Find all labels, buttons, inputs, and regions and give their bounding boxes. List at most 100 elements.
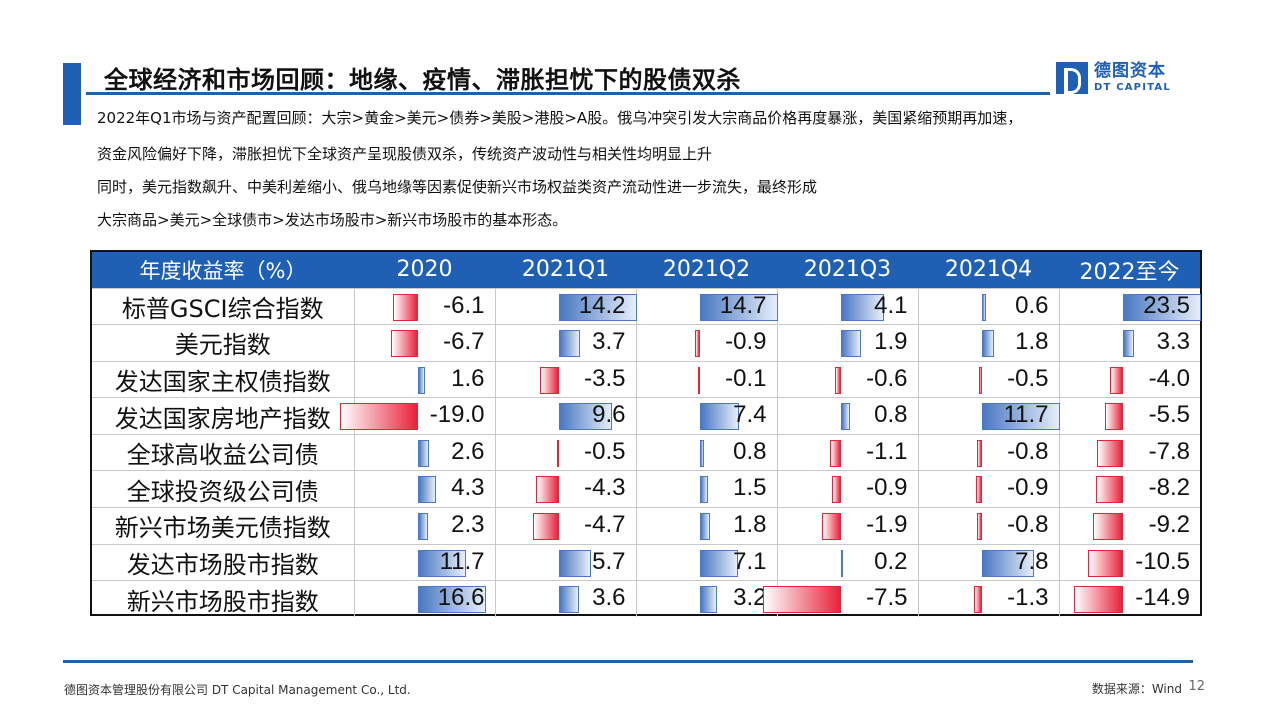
value-cell: -6.1 bbox=[354, 287, 496, 325]
value-cell: 4.1 bbox=[777, 287, 919, 325]
positive-databar bbox=[418, 476, 436, 504]
cell-value: -0.5 bbox=[1007, 364, 1049, 392]
value-cell: 5.7 bbox=[495, 543, 637, 581]
positive-databar bbox=[1123, 293, 1202, 321]
row-label: 美元指数 bbox=[92, 324, 355, 362]
cell-value: -4.7 bbox=[584, 511, 626, 539]
positive-databar bbox=[700, 293, 779, 321]
value-cell: 2.3 bbox=[354, 507, 496, 545]
value-cell: 7.8 bbox=[918, 543, 1060, 581]
table-row: 标普GSCI综合指数 -6.1 14.2 14.7 4.1 0.6 23.5 bbox=[92, 287, 1202, 325]
negative-databar bbox=[698, 366, 701, 394]
value-cell: -0.5 bbox=[495, 433, 637, 471]
cell-value: -5.5 bbox=[1148, 401, 1190, 429]
footer-company: 德图资本管理股份有限公司 DT Capital Management Co., … bbox=[64, 683, 411, 697]
cell-value: 3.2 bbox=[733, 584, 767, 612]
negative-databar bbox=[1097, 439, 1124, 467]
summary-paragraph-2: 资金风险偏好下降，滞胀担忧下全球资产呈现股债双杀，传统资产波动性与相关性均明显上… bbox=[97, 145, 713, 163]
positive-databar bbox=[841, 549, 844, 577]
negative-databar bbox=[1096, 476, 1124, 504]
positive-databar bbox=[982, 293, 987, 321]
cell-value: -0.9 bbox=[866, 474, 908, 502]
cell-value: -6.1 bbox=[443, 291, 485, 319]
cell-value: -14.9 bbox=[1135, 584, 1190, 612]
value-cell: -9.2 bbox=[1059, 507, 1200, 545]
value-cell: -1.1 bbox=[777, 433, 919, 471]
negative-databar bbox=[1109, 366, 1124, 394]
value-cell: 0.2 bbox=[777, 543, 919, 581]
summary-paragraph-1: 2022年Q1市场与资产配置回顾：大宗>黄金>美元>债券>美股>港股>A股。俄乌… bbox=[97, 109, 1023, 127]
value-cell: -7.8 bbox=[1059, 433, 1200, 471]
value-cell: 23.5 bbox=[1059, 287, 1202, 325]
cell-value: -0.8 bbox=[1007, 511, 1049, 539]
table-row: 新兴市场美元债指数 2.3 -4.7 1.8 -1.9 -0.8 -9.2 bbox=[92, 507, 1200, 545]
positive-databar bbox=[418, 439, 429, 467]
negative-databar bbox=[978, 366, 983, 394]
positive-databar bbox=[700, 549, 738, 577]
row-label: 发达市场股市指数 bbox=[92, 543, 355, 581]
negative-databar bbox=[1092, 513, 1124, 541]
cell-value: 11.7 bbox=[1003, 401, 1049, 429]
cell-value: -7.5 bbox=[866, 584, 908, 612]
positive-databar bbox=[841, 330, 861, 358]
table-row: 全球高收益公司债 2.6 -0.5 0.8 -1.1 -0.8 -7.8 bbox=[92, 433, 1200, 471]
table-row: 全球投资级公司债 4.3 -4.3 1.5 -0.9 -0.9 -8.2 bbox=[92, 470, 1200, 508]
value-cell: 11.7 bbox=[354, 543, 496, 581]
cell-value: 1.6 bbox=[451, 364, 485, 392]
value-cell: 0.6 bbox=[918, 287, 1060, 325]
value-cell: -5.5 bbox=[1059, 397, 1200, 435]
row-label: 标普GSCI综合指数 bbox=[92, 287, 355, 325]
positive-databar bbox=[982, 549, 1035, 577]
footer-divider bbox=[63, 660, 1193, 663]
cell-value: 0.2 bbox=[874, 547, 908, 575]
value-cell: 11.7 bbox=[918, 397, 1061, 435]
row-label: 发达国家主权债指数 bbox=[92, 360, 355, 398]
cell-value: -1.9 bbox=[866, 511, 908, 539]
positive-databar bbox=[700, 586, 718, 614]
positive-databar bbox=[418, 366, 425, 394]
cell-value: -0.1 bbox=[725, 364, 767, 392]
cell-value: -0.9 bbox=[725, 328, 767, 356]
positive-databar bbox=[559, 549, 591, 577]
negative-databar bbox=[695, 330, 701, 358]
value-cell: 0.8 bbox=[777, 397, 919, 435]
negative-databar bbox=[976, 513, 983, 541]
value-cell: 1.6 bbox=[354, 360, 496, 398]
negative-databar bbox=[1088, 549, 1124, 577]
positive-databar bbox=[559, 586, 579, 614]
negative-databar bbox=[535, 476, 560, 504]
cell-value: -0.5 bbox=[584, 437, 626, 465]
row-label: 新兴市场美元债指数 bbox=[92, 507, 355, 545]
value-cell: 14.7 bbox=[636, 287, 779, 325]
summary-paragraph-4: 大宗商品>美元>全球债市>发达市场股市>新兴市场股市的基本形态。 bbox=[97, 211, 568, 229]
header-cell-2022ytd: 2022至今 bbox=[1059, 252, 1200, 288]
positive-databar bbox=[982, 330, 995, 358]
cell-value: 7.8 bbox=[1015, 547, 1049, 575]
negative-databar bbox=[831, 476, 842, 504]
value-cell: 3.2 bbox=[636, 580, 778, 618]
negative-databar bbox=[540, 366, 560, 394]
negative-databar bbox=[390, 330, 419, 358]
negative-databar bbox=[393, 293, 419, 321]
positive-databar bbox=[700, 403, 740, 431]
cell-value: -1.1 bbox=[866, 437, 908, 465]
cell-value: 11.7 bbox=[439, 547, 485, 575]
cell-value: 0.8 bbox=[733, 437, 767, 465]
value-cell: 3.6 bbox=[495, 580, 637, 618]
negative-databar bbox=[973, 586, 983, 614]
value-cell: -0.5 bbox=[918, 360, 1060, 398]
row-label: 全球投资级公司债 bbox=[92, 470, 355, 508]
summary-paragraph-3: 同时，美元指数飙升、中美利差缩小、俄乌地缘等因素促使新兴市场权益类资产流动性进一… bbox=[97, 178, 818, 196]
row-label: 发达国家房地产指数 bbox=[92, 397, 355, 435]
row-label: 新兴市场股市指数 bbox=[92, 580, 355, 618]
negative-databar bbox=[835, 366, 842, 394]
table-row: 发达市场股市指数 11.7 5.7 7.1 0.2 7.8 -10.5 bbox=[92, 543, 1200, 581]
value-cell: -19.0 bbox=[340, 397, 496, 435]
table-row: 发达国家主权债指数 1.6 -3.5 -0.1 -0.6 -0.5 -4.0 bbox=[92, 360, 1200, 398]
header-cell-label: 年度收益率（%） bbox=[92, 252, 354, 288]
cell-value: -0.9 bbox=[1007, 474, 1049, 502]
cell-value: 1.8 bbox=[1015, 328, 1049, 356]
positive-databar bbox=[418, 586, 487, 614]
cell-value: -6.7 bbox=[443, 328, 485, 356]
value-cell: 1.9 bbox=[777, 324, 919, 362]
